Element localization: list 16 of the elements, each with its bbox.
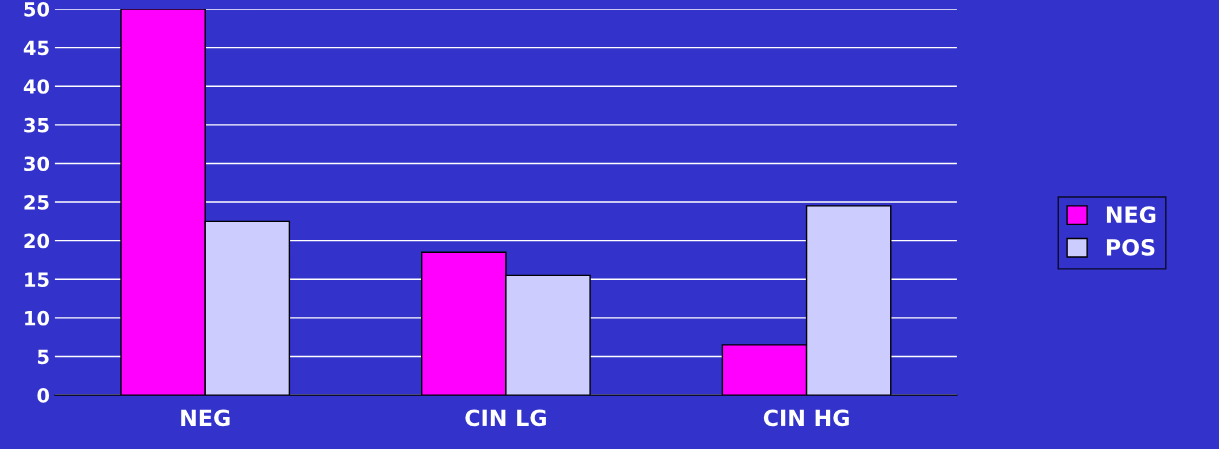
y-tick-label: 10 bbox=[25, 310, 50, 326]
y-tick-label: 45 bbox=[23, 40, 49, 56]
y-tick-label: 5 bbox=[37, 349, 49, 365]
x-tick-label: CIN HG bbox=[763, 409, 849, 427]
x-tick-label: NEG bbox=[181, 409, 230, 427]
y-tick-label: 25 bbox=[24, 195, 49, 210]
legend-label: NEG bbox=[1106, 206, 1156, 224]
y-tick-label: 0 bbox=[37, 388, 50, 403]
legend-label: POS bbox=[1106, 238, 1155, 256]
y-tick-label: 15 bbox=[25, 272, 49, 287]
x-tick-label: CIN LG bbox=[465, 409, 546, 427]
y-tick-label: 20 bbox=[24, 233, 50, 249]
y-tick-label: 35 bbox=[24, 117, 49, 133]
y-tick-label: 40 bbox=[23, 79, 50, 94]
y-tick-label: 50 bbox=[24, 1, 50, 17]
y-tick-label: 30 bbox=[24, 156, 50, 172]
